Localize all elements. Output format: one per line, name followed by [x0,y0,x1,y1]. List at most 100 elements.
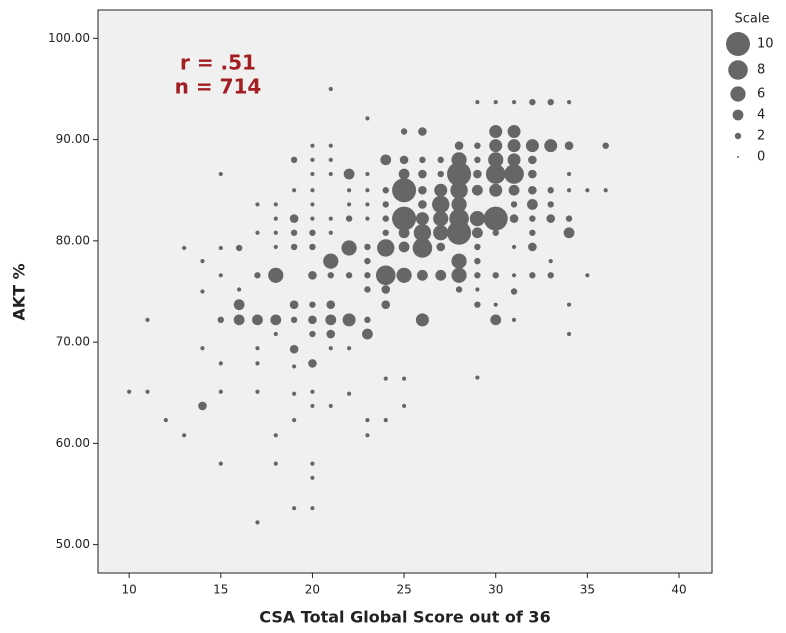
bubble [475,100,480,105]
bubble [255,520,260,525]
bubble [218,389,223,394]
bubble [290,243,298,251]
bubble [270,314,282,326]
bubble [382,215,389,222]
bubble [585,273,590,278]
x-tick-label: 25 [396,583,411,597]
x-tick-label: 30 [488,583,503,597]
bubble [511,100,517,105]
legend-label: 8 [757,63,765,78]
legend-title: Scale [735,12,770,27]
legend-bubble [730,86,746,102]
legend-label: 2 [757,129,765,144]
bubble [200,289,205,294]
bubble [365,417,370,423]
bubble [544,139,558,153]
bubble [417,269,428,281]
bubble [437,170,444,178]
bubble [603,188,608,193]
bubble [364,257,371,265]
bubble [490,314,502,326]
bubble [585,188,590,193]
bubble [308,270,317,280]
bubble [565,215,573,222]
bubble [401,376,407,381]
bubble [413,224,432,242]
bubble [346,346,352,351]
y-tick-label: 90.00 [56,132,90,146]
bubble [310,403,315,409]
bubble [471,184,483,196]
bubble [343,168,355,180]
bubble [383,417,388,423]
bubble [546,214,556,223]
x-tick-label: 35 [580,583,595,597]
bubble [380,154,392,166]
bubble [455,286,463,293]
bubble [473,169,482,179]
bubble [451,267,467,283]
bubble [566,302,572,307]
bubble [310,157,315,162]
bubble [218,361,223,366]
bubble [342,313,356,327]
bubble [345,215,353,222]
legend-label: 4 [757,108,765,123]
bubble [381,300,391,309]
bubble [310,216,315,221]
legend-bubble [728,60,748,80]
legend-bubble [734,132,742,140]
bubble [255,361,260,366]
bubble [345,272,353,279]
bubble [392,206,417,231]
bubble [273,216,278,221]
bubble [310,461,315,466]
bubble [310,506,315,511]
bubble [547,272,554,279]
bubble [566,188,572,193]
bubble [398,168,410,180]
bubble [436,242,446,252]
bubble [434,183,448,197]
bubble [529,98,536,106]
bubble [566,331,572,337]
bubble [529,215,536,222]
bubble [475,287,480,292]
bubble [182,433,187,438]
bubble [529,229,536,236]
bubble [564,141,574,150]
bubble [290,156,298,164]
y-tick-label: 60.00 [56,436,90,450]
bubble [418,200,427,209]
bubble [492,272,499,279]
x-tick-label: 10 [122,583,137,597]
bubble [200,259,205,264]
bubble [447,220,472,245]
bubble [273,461,278,466]
legend-bubble [726,32,750,56]
bubble [511,317,517,322]
bubble [292,506,297,511]
bubble [365,188,370,193]
bubble [526,199,538,210]
bubble [364,243,371,251]
bubble [364,286,371,293]
legend-label: 0 [757,150,765,165]
bubble [435,269,447,281]
bubble [365,202,370,207]
bubble [401,403,407,409]
x-tick-label: 15 [213,583,228,597]
bubble [528,185,537,195]
bubble [451,152,467,168]
bubble [362,328,373,340]
bubble [326,300,336,309]
bubble [418,127,427,136]
bubble [508,184,520,196]
bubble [382,229,389,236]
bubble [547,98,554,106]
bubble [328,403,333,409]
bubble [511,273,517,278]
bubble [341,240,357,256]
bubble [292,417,297,423]
